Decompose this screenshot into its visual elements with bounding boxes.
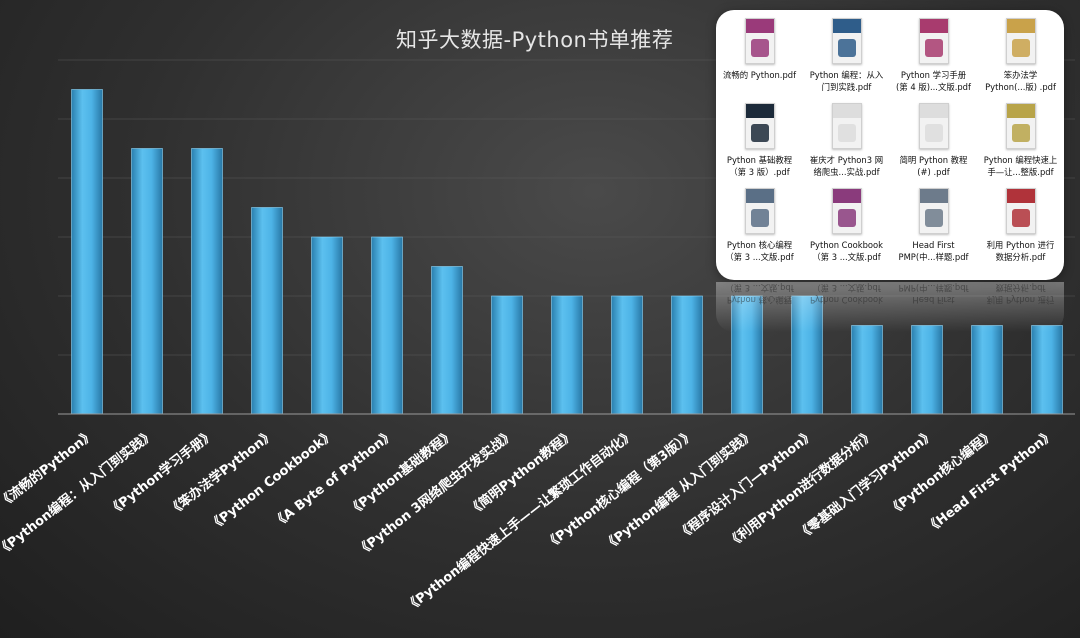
pdf-file-name: 笨办法学 Python(...版) .pdf — [985, 70, 1056, 92]
file-panel-reflection: Python 核心编程 （第 3 ...文版.pdf Python Cookboo… — [716, 282, 1064, 332]
pdf-file-item[interactable]: 利用 Python 进行 数据分析.pdf — [977, 186, 1064, 271]
pdf-thumbnail-icon — [918, 103, 949, 149]
pdf-file-name: Python Cookbook （第 3 ...文版.pdf — [809, 240, 884, 262]
pdf-thumbnail-icon — [744, 188, 775, 234]
x-tick-label: 《流畅的Python》 — [0, 427, 97, 512]
pdf-file-item[interactable]: Python Cookbook （第 3 ...文版.pdf — [803, 186, 890, 271]
pdf-file-item[interactable]: 流畅的 Python.pdf — [716, 16, 803, 101]
reflected-file-name: Python 核心编程 （第 3 ...文版.pdf — [725, 283, 794, 305]
pdf-file-item[interactable]: Python 学习手册 (第 4 版)...文版.pdf — [890, 16, 977, 101]
bars — [71, 89, 1063, 415]
x-tick-label: 《A Byte of Python》 — [270, 427, 398, 532]
pdf-file-item[interactable]: Python 编程快速上 手—让...整版.pdf — [977, 101, 1064, 186]
pdf-thumbnail-icon — [831, 188, 862, 234]
pdf-thumbnail-icon — [744, 103, 775, 149]
pdf-file-name: 利用 Python 进行 数据分析.pdf — [986, 240, 1055, 262]
pdf-file-item[interactable]: Head First PMP(中...样题.pdf — [890, 186, 977, 271]
pdf-thumbnail-icon — [831, 103, 862, 149]
bar — [431, 266, 463, 415]
bar — [791, 295, 823, 415]
bar — [251, 207, 283, 415]
pdf-file-name: Python 核心编程 （第 3 ...文版.pdf — [725, 240, 794, 262]
x-tick-label: 《Python基础教程》 — [345, 427, 457, 520]
pdf-thumbnail-icon — [1005, 188, 1036, 234]
pdf-thumbnail-icon — [744, 18, 775, 64]
pdf-file-item[interactable]: Python 核心编程 （第 3 ...文版.pdf — [716, 186, 803, 271]
pdf-thumbnail-icon — [1005, 103, 1036, 149]
bar — [911, 325, 943, 415]
bar — [311, 236, 343, 415]
pdf-thumbnail-icon — [1005, 18, 1036, 64]
bar — [611, 295, 643, 415]
x-tick-label: 《笨办法学Python》 — [165, 427, 277, 520]
x-tick-label: 《Python编程快速上手——让繁琐工作自动化》 — [402, 427, 637, 616]
pdf-file-name: 简明 Python 教程 (#) .pdf — [899, 155, 968, 177]
pdf-file-name: 崔庆才 Python3 网 络爬虫...实战.pdf — [809, 155, 884, 177]
pdf-thumbnail-icon — [918, 188, 949, 234]
reflected-file-name: Python Cookbook （第 3 ...文版.pdf — [809, 283, 884, 305]
x-tick-label: 《简明Python教程》 — [465, 427, 577, 520]
pdf-file-name: Python 编程：从入 门到实践.pdf — [809, 70, 884, 92]
pdf-file-item[interactable]: 笨办法学 Python(...版) .pdf — [977, 16, 1064, 101]
bar — [671, 295, 703, 415]
reflected-file-name: 利用 Python 进行 数据分析.pdf — [986, 283, 1055, 305]
bar — [851, 325, 883, 415]
bar — [551, 295, 583, 415]
category-labels: 《流畅的Python》《Python编程：从入门到实践》《Python学习手册》… — [0, 427, 1057, 616]
pdf-file-item[interactable]: Python 编程：从入 门到实践.pdf — [803, 16, 890, 101]
gridlines — [58, 59, 1075, 356]
bar — [491, 295, 523, 415]
file-browser-panel: 流畅的 Python.pdf Python 编程：从入 门到实践.pdf Pytho… — [716, 10, 1064, 280]
bar — [131, 148, 163, 415]
pdf-thumbnail-icon — [831, 18, 862, 64]
x-tick-label: 《Python核心编程》 — [885, 427, 997, 520]
pdf-file-item[interactable]: Python 基础教程 （第 3 版）.pdf — [716, 101, 803, 186]
pdf-file-name: Python 学习手册 (第 4 版)...文版.pdf — [896, 70, 971, 92]
pdf-file-name: Python 基础教程 （第 3 版）.pdf — [726, 155, 793, 177]
pdf-file-name: Python 编程快速上 手—让...整版.pdf — [983, 155, 1058, 177]
pdf-file-item[interactable]: 简明 Python 教程 (#) .pdf — [890, 101, 977, 186]
pdf-file-name: Head First PMP(中...样题.pdf — [898, 240, 969, 262]
bar — [971, 325, 1003, 415]
x-tick-label: 《Python学习手册》 — [105, 427, 217, 520]
chart-title: 知乎大数据-Python书单推荐 — [396, 28, 674, 52]
bar — [371, 236, 403, 415]
bar — [1031, 325, 1063, 415]
reflected-file-name: Head First PMP(中...样题.pdf — [898, 283, 969, 305]
pdf-file-item[interactable]: 崔庆才 Python3 网 络爬虫...实战.pdf — [803, 101, 890, 186]
bar — [731, 295, 763, 415]
pdf-thumbnail-icon — [918, 18, 949, 64]
bar — [191, 148, 223, 415]
pdf-file-name: 流畅的 Python.pdf — [722, 70, 797, 80]
bar — [71, 89, 103, 415]
